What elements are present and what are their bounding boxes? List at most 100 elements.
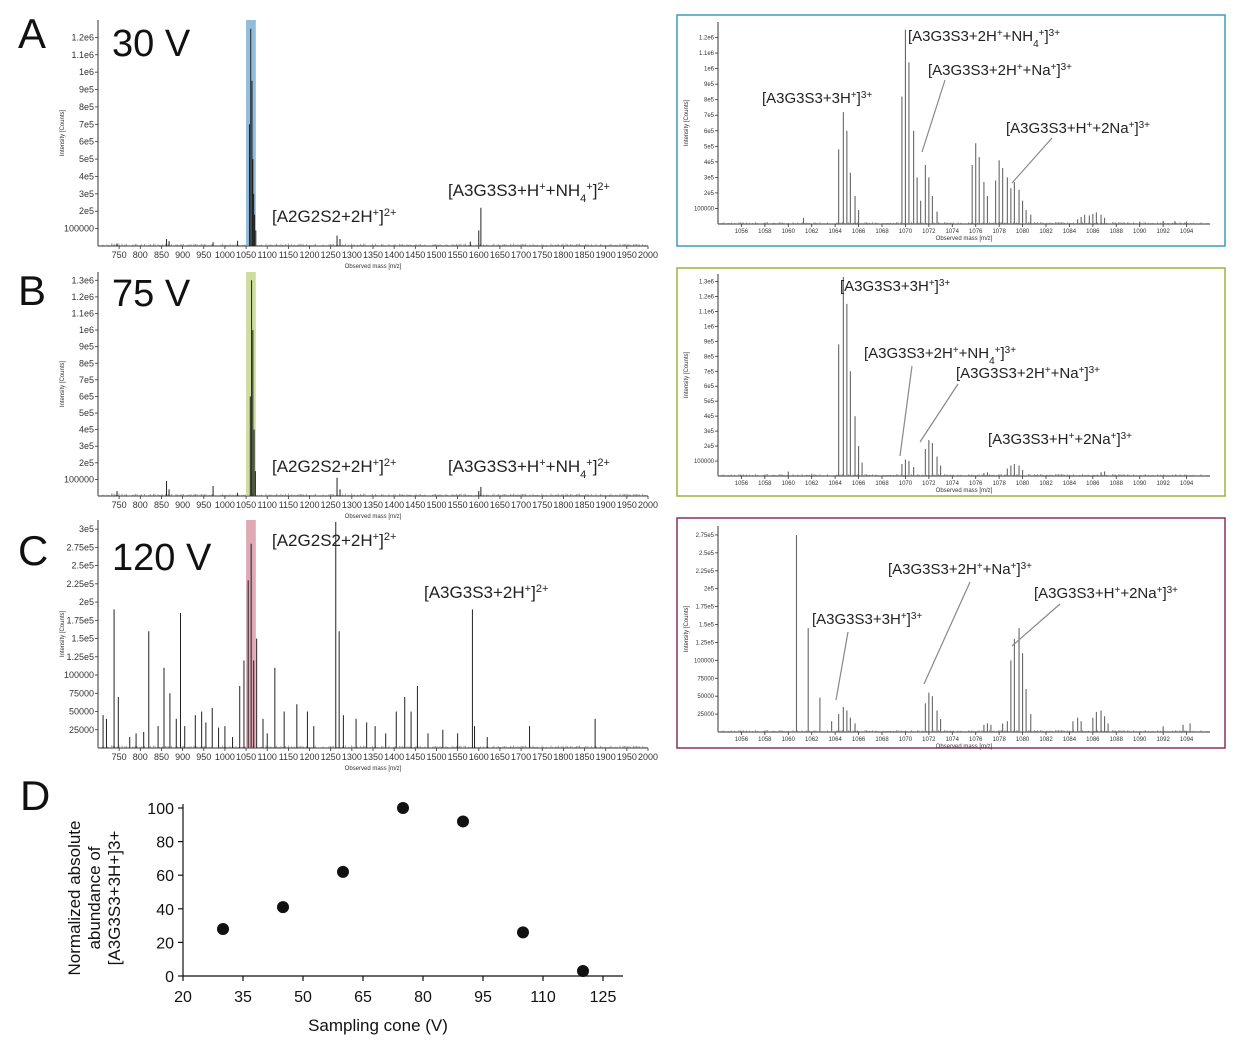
- panel-a-overview-y-tick-label: 1e6: [79, 67, 94, 77]
- panel-b-zoom-y-tick-label: 1.1e6: [699, 309, 715, 315]
- panel-b-overview-x-tick-label: 2000: [638, 500, 658, 510]
- panel-b-overview-y-tick-label: 2e5: [79, 458, 94, 468]
- panel-a-overview-x-tick-label: 1850: [575, 250, 595, 260]
- panel-c-overview-x-tick-label: 1150: [279, 752, 298, 762]
- panel-d-y-axis-label: Normalized absoluteabundance of[A3G3S3+3…: [65, 821, 124, 976]
- panel-d-y-tick-label: 20: [156, 935, 174, 952]
- panel-b-zoom-x-tick-label: 1080: [1016, 481, 1030, 487]
- panel-d-x-tick-label: 125: [590, 989, 617, 1006]
- panel-a-overview-x-tick-label: 800: [133, 250, 148, 260]
- panel-c-zoom-leader-na: [923, 581, 971, 685]
- panel-a-overview-x-tick-label: 1100: [258, 250, 277, 260]
- panel-b-zoom-border: [676, 267, 1226, 497]
- panel-b-overview-spectrum: 100000 2e5 3e5 4e5 5e5 6e5 7e5 8e5 9e5 1e6 1.1e6 1.…: [60, 272, 658, 520]
- panel-b-overview-y-tick-label: 7e5: [79, 375, 94, 385]
- panel-a-overview-x-tick-label: 1700: [511, 250, 531, 260]
- panel-a-zoom-border: [676, 14, 1226, 247]
- panel-b-overview-x-tick-label: 1400: [384, 500, 404, 510]
- panel-b-zoom-x-tick-label: 1078: [992, 481, 1006, 487]
- panel-b-overview-x-tick-label: 1450: [405, 500, 425, 510]
- panel-a-overview-x-tick-label: 1900: [596, 250, 616, 260]
- panel-a-overview-x-tick-label: 750: [112, 250, 127, 260]
- panel-b-zoom-y-tick-label: 2e5: [704, 444, 715, 450]
- panel-c-zoom-annotation-2na: [A3G3S3+H++2Na+]3+: [1034, 585, 1178, 603]
- panel-b-overview-x-tick-label: 750: [112, 500, 127, 510]
- panel-b-overview-x-tick-label: 1700: [511, 500, 531, 510]
- panel-c-overview-x-axis-label: Observed mass [m/z]: [345, 766, 402, 772]
- panel-a-overview-x-tick-label: 1300: [342, 250, 362, 260]
- panel-b-zoom-y-tick-label: 5e5: [704, 399, 715, 405]
- panel-a-overview-x-tick-label: 950: [196, 250, 211, 260]
- panel-d-data-point: [397, 802, 409, 814]
- panel-d-x-tick-label: 20: [174, 989, 192, 1006]
- panel-a-zoom-x-tick-label: 1092: [1156, 229, 1170, 235]
- panel-a-overview-x-tick-label: 850: [154, 250, 169, 260]
- panel-b-overview-y-tick-label: 100000: [64, 474, 94, 484]
- panel-b-overview-x-axis-label: Observed mass [m/z]: [345, 514, 402, 520]
- panel-a-overview-x-tick-label: 2000: [638, 250, 658, 260]
- panel-b-zoom-x-tick-label: 1062: [805, 481, 819, 487]
- panel-c-zoom-y-tick-label: 2.75e5: [696, 533, 715, 539]
- panel-a-zoom-baseline-noise: [717, 222, 1209, 224]
- panel-b-overview-x-tick-label: 1150: [279, 500, 298, 510]
- panel-c-zoom-leader-3h: [835, 631, 849, 701]
- panel-b-overview-x-tick-label: 1300: [342, 500, 362, 510]
- panel-a-overview-y-tick-label: 100000: [64, 224, 94, 234]
- panel-a-zoom-x-tick-label: 1094: [1180, 229, 1194, 235]
- panel-c-overview-x-tick-label: 1700: [511, 752, 531, 762]
- panel-b-zoom-x-tick-label: 1070: [899, 481, 913, 487]
- panel-d-x-axis-label: Sampling cone (V): [308, 1016, 448, 1035]
- panel-a-zoom-x-tick-label: 1088: [1110, 229, 1124, 235]
- panel-c-zoom-x-tick-label: 1082: [1039, 737, 1053, 743]
- panel-a-overview-y-tick-label: 4e5: [79, 171, 94, 181]
- panel-a-overview-y-tick-label: 2e5: [79, 206, 94, 216]
- panel-a-annotation-a2g2s2: [A2G2S2+2H+]2+: [272, 207, 396, 226]
- panel-c-zoom-x-tick-label: 1056: [735, 737, 749, 743]
- panel-b-zoom-y-tick-label: 1e6: [704, 324, 715, 330]
- panel-a-annotation-a3g3s3-nh4: [A3G3S3+H++NH4+]2+: [448, 181, 610, 205]
- panel-d-data-point: [577, 964, 589, 977]
- panel-d-x-tick-label: 95: [474, 989, 492, 1006]
- panel-a-overview-x-tick-label: 1550: [448, 250, 468, 260]
- panel-c-overview-x-tick-label: 900: [175, 752, 190, 762]
- panel-a-overview-baseline-noise: [97, 243, 648, 246]
- panel-c-overview-y-tick-label: 1.25e5: [66, 652, 94, 662]
- panel-b-zoom-y-tick-label: 3e5: [704, 429, 715, 435]
- panel-c-overview-y-tick-label: 1.75e5: [66, 615, 94, 625]
- panel-a-overview-x-tick-label: 1950: [617, 250, 637, 260]
- panel-b-overview-x-tick-label: 1350: [363, 500, 383, 510]
- panel-a-zoom-y-tick-label: 1.1e6: [699, 51, 715, 57]
- panel-b-overview-x-tick-label: 1750: [532, 500, 552, 510]
- panel-d-x-tick-label: 35: [234, 989, 252, 1006]
- panel-c-overview-y-tick-label: 100000: [64, 670, 94, 680]
- panel-c-overview-x-tick-label: 1400: [384, 752, 404, 762]
- panel-a-zoom-x-tick-label: 1060: [782, 229, 796, 235]
- panel-a-zoom-y-tick-label: 5e5: [704, 144, 715, 150]
- panel-letter-c: C: [18, 527, 48, 574]
- panel-c-zoom-x-tick-label: 1060: [782, 737, 796, 743]
- panel-a-zoom-x-tick-label: 1068: [875, 229, 889, 235]
- panel-c-overview-y-axis-label: Intensity [Counts]: [60, 610, 66, 657]
- panel-a: A 100000 2e5 3e5 4e5 5e5 6e5 7e5 8e5 9e5 1e6 1.1e6…: [18, 10, 1226, 270]
- panel-b-zoom-x-tick-label: 1084: [1063, 481, 1077, 487]
- panel-c-overview-y-tick-label: 25000: [69, 725, 94, 735]
- panel-c-overview-y-tick-label: 2e5: [79, 597, 94, 607]
- panel-b-zoom-x-tick-label: 1074: [946, 481, 960, 487]
- panel-b-zoom-x-tick-label: 1086: [1086, 481, 1100, 487]
- panel-c-overview-x-tick-label: 850: [154, 752, 169, 762]
- panel-a-zoom-x-tick-label: 1090: [1133, 229, 1147, 235]
- panel-b-overview-x-tick-label: 1550: [448, 500, 468, 510]
- panel-a-overview-x-tick-label: 1050: [236, 250, 256, 260]
- panel-d-y-tick-label: 0: [165, 969, 174, 986]
- panel-a-zoom-y-tick-label: 4e5: [704, 160, 715, 166]
- panel-c-overview-x-tick-label: 1750: [532, 752, 552, 762]
- panel-a-zoom-annotation-na: [A3G3S3+2H++Na+]3+: [928, 62, 1072, 80]
- panel-b-overview-x-tick-label: 1600: [469, 500, 489, 510]
- panel-c-zoom-x-tick-label: 1062: [805, 737, 819, 743]
- panel-c-annotation-a2g2s2: [A2G2S2+2H+]2+: [272, 531, 396, 550]
- panel-c-overview-x-tick-label: 1100: [258, 752, 277, 762]
- panel-c-overview-x-tick-label: 1350: [363, 752, 383, 762]
- panel-a-overview-y-tick-label: 9e5: [79, 85, 94, 95]
- panel-b-overview-y-tick-label: 5e5: [79, 408, 94, 418]
